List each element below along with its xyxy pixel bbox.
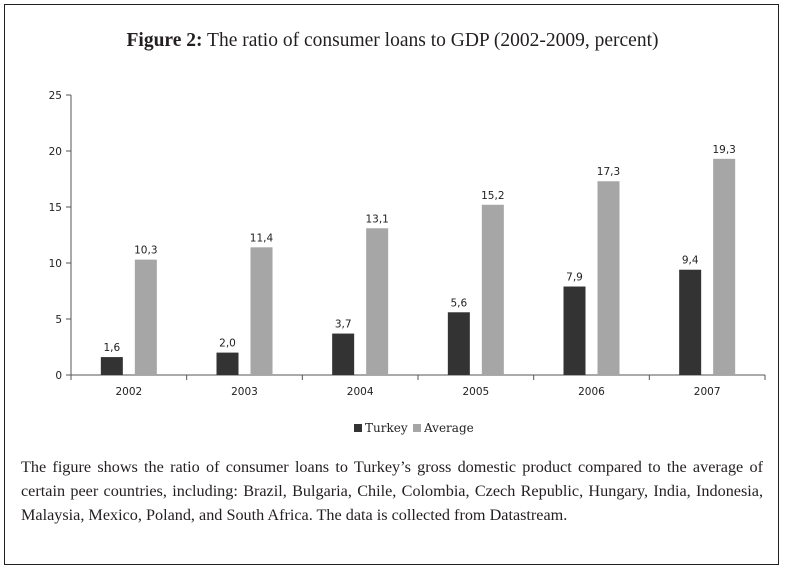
figure-title-text: The ratio of consumer loans to GDP (2002… xyxy=(207,30,659,51)
x-tick-label: 2006 xyxy=(578,386,605,398)
figure-label: Figure 2: xyxy=(126,30,203,51)
data-label: 19,3 xyxy=(712,144,735,156)
legend-label-turkey: Turkey xyxy=(365,421,408,435)
x-tick-label: 2002 xyxy=(115,386,142,398)
bar-turkey xyxy=(563,286,586,375)
bar-turkey xyxy=(216,352,239,375)
data-label: 13,1 xyxy=(365,213,388,225)
figure-frame xyxy=(4,4,779,565)
data-label: 10,3 xyxy=(134,245,157,257)
legend-swatch-turkey xyxy=(354,424,362,432)
bar-average xyxy=(713,158,736,375)
data-label: 5,6 xyxy=(450,297,467,309)
legend-swatch-average xyxy=(413,424,421,432)
data-label: 15,2 xyxy=(481,190,504,202)
data-label: 7,9 xyxy=(566,272,583,284)
y-tick-label: 20 xyxy=(49,146,62,158)
y-tick-label: 10 xyxy=(49,258,62,270)
x-tick-label: 2003 xyxy=(231,386,258,398)
data-label: 9,4 xyxy=(682,255,699,267)
bar-turkey xyxy=(100,357,123,375)
figure-caption: The figure shows the ratio of consumer l… xyxy=(21,458,763,524)
x-tick-label: 2005 xyxy=(462,386,489,398)
y-tick-label: 0 xyxy=(55,370,62,382)
legend-label-average: Average xyxy=(423,421,474,435)
bar-average xyxy=(134,259,157,375)
bar-average xyxy=(366,228,389,375)
data-label: 17,3 xyxy=(597,166,620,178)
bar-turkey xyxy=(679,269,702,375)
y-tick-label: 25 xyxy=(49,90,62,102)
bar-average xyxy=(481,204,504,375)
bar-average xyxy=(250,247,273,375)
data-label: 11,4 xyxy=(250,232,274,244)
data-label: 2,0 xyxy=(219,338,236,350)
bar-turkey xyxy=(447,312,470,375)
bar-chart: 0 5 10 15 20 25 1,6 10,3 2002 2,0 11,4 2003 3,7 13,1 2… xyxy=(49,90,766,435)
y-tick-label: 15 xyxy=(49,202,62,214)
bar-turkey xyxy=(332,333,355,375)
data-label: 1,6 xyxy=(103,342,120,354)
x-tick-label: 2004 xyxy=(347,386,374,398)
x-tick-label: 2007 xyxy=(694,386,721,398)
y-tick-label: 5 xyxy=(55,314,62,326)
data-label: 3,7 xyxy=(335,319,352,331)
figure-title: Figure 2: The ratio of consumer loans to… xyxy=(0,30,785,52)
bar-average xyxy=(597,181,620,375)
